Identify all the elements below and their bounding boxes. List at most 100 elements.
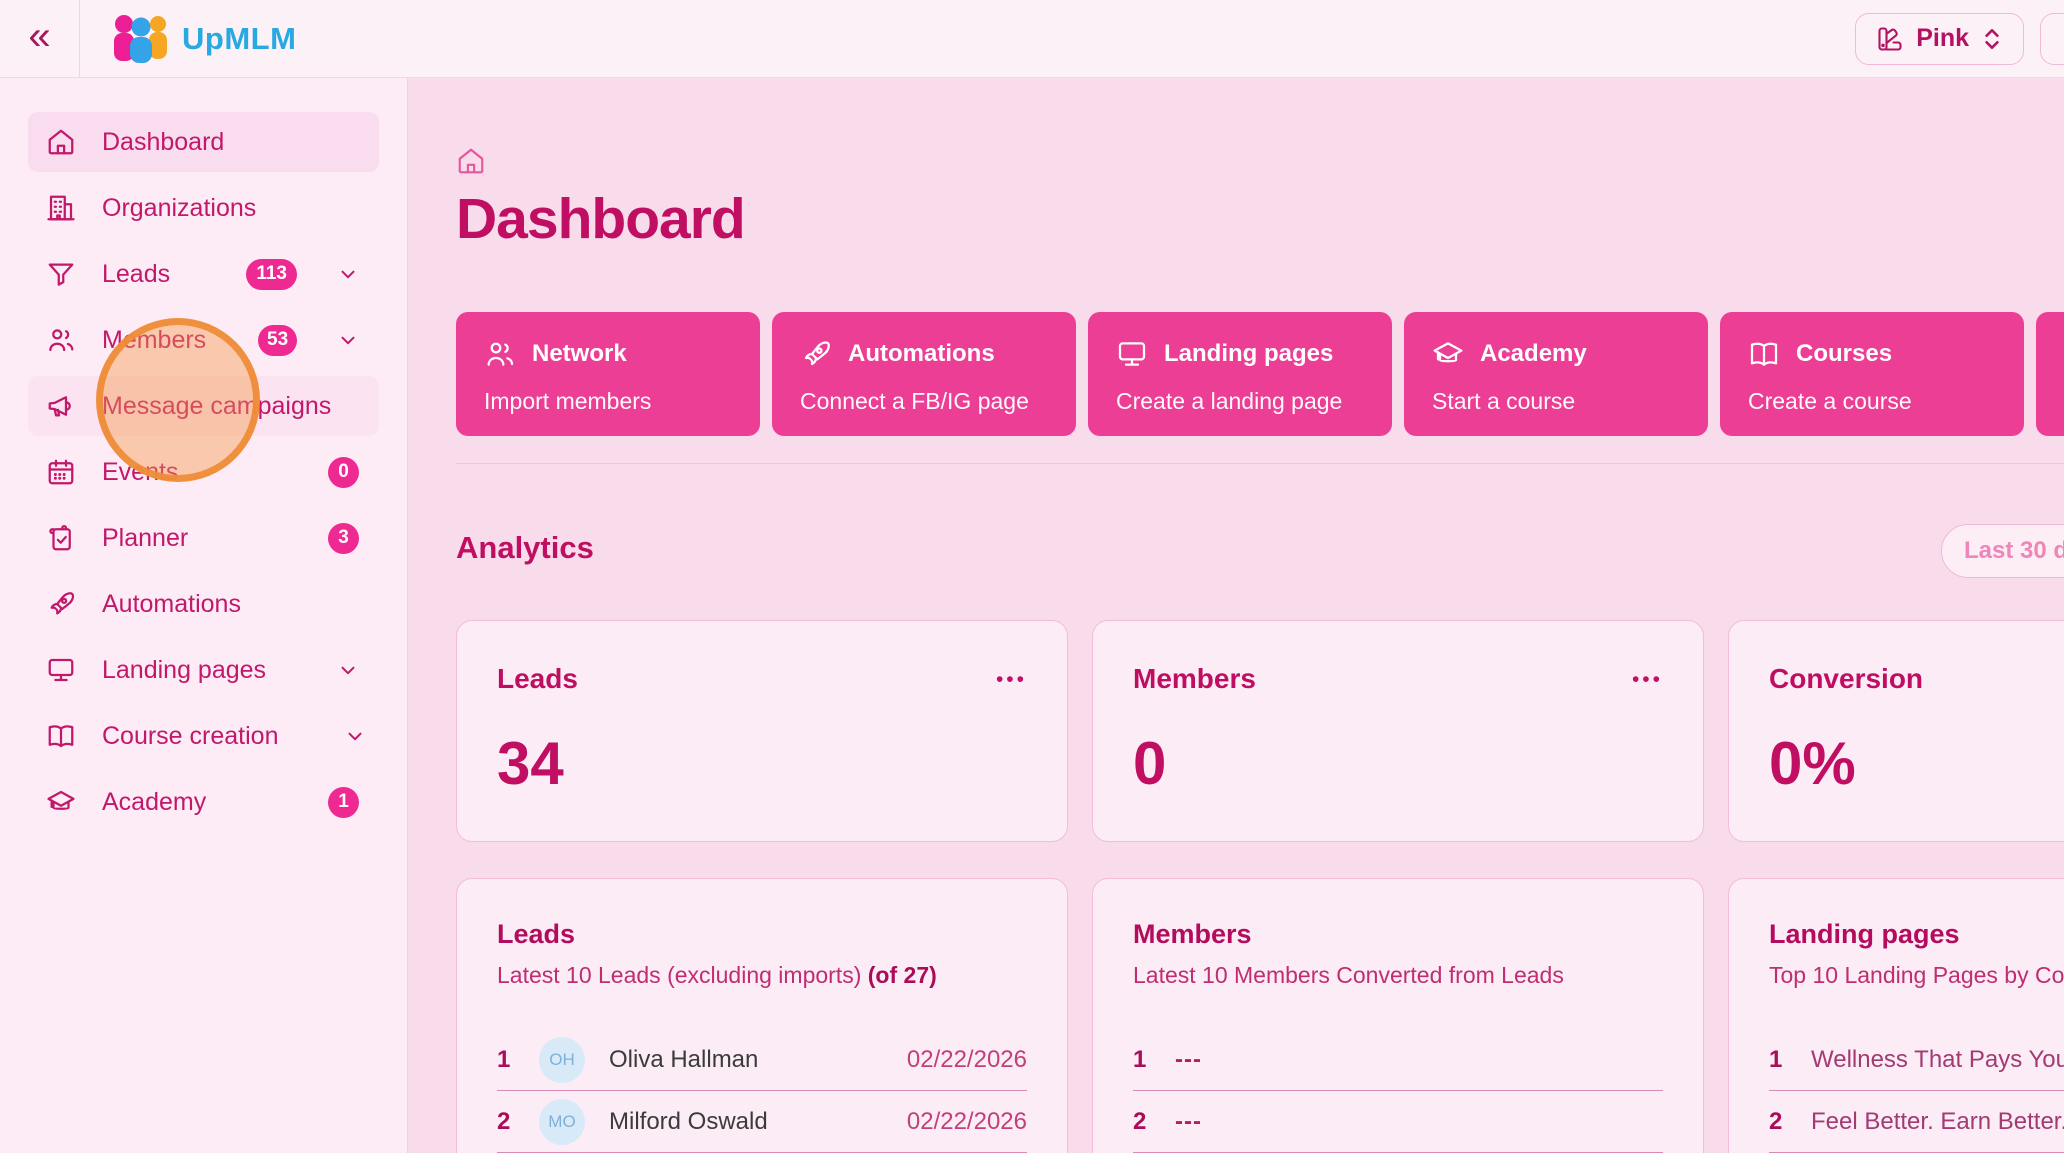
section-divider: [456, 463, 2064, 464]
sidebar-item-landing-pages[interactable]: Landing pages: [28, 640, 379, 700]
quick-action-subtitle: Start a course: [1432, 388, 1576, 414]
quick-action-subtitle: Create a landing page: [1116, 388, 1343, 414]
chevron-down-icon[interactable]: [344, 725, 366, 747]
sidebar-item-course-creation[interactable]: Course creation: [28, 706, 379, 766]
chevron-down-icon[interactable]: [337, 329, 359, 351]
megaphone-icon: [46, 391, 76, 421]
quick-action-title: Landing pages: [1164, 340, 1334, 367]
sidebar-item-label: Leads: [102, 259, 171, 288]
sidebar-item-dashboard[interactable]: Dashboard: [28, 112, 379, 172]
calendar-icon: [46, 457, 76, 487]
member-row[interactable]: 2 ---: [1133, 1091, 1663, 1153]
quick-action-network[interactable]: Network Import members: [456, 312, 760, 436]
funnel-icon: [46, 259, 76, 289]
stat-title: Conversion: [1769, 663, 1924, 694]
brand-people-icon: [110, 14, 172, 64]
events-count-badge: 0: [328, 456, 359, 488]
lead-row[interactable]: 2 MO Milford Oswald 02/22/2026: [497, 1091, 1027, 1153]
quick-action-title: Automations: [848, 340, 995, 367]
rocket-icon: [46, 589, 76, 619]
list-subtitle-count: (of 27): [867, 962, 937, 988]
quick-action-landing-pages[interactable]: Landing pages Create a landing page: [1088, 312, 1392, 436]
lead-row[interactable]: 1 OH Oliva Hallman 02/22/2026: [497, 1029, 1027, 1091]
row-rank: 2: [1133, 1107, 1147, 1135]
stat-value: 0%: [1769, 730, 1856, 797]
graduation-cap-icon: [1432, 338, 1464, 370]
sidebar-collapse-button[interactable]: «: [0, 0, 80, 77]
landing-page-name: Feel Better. Earn Better.: [1811, 1107, 2064, 1135]
sidebar-item-events[interactable]: Events 0: [28, 442, 379, 502]
chevron-down-icon[interactable]: [337, 659, 359, 681]
sidebar-item-label: Course creation: [102, 721, 279, 750]
brand-logo[interactable]: UpMLM: [110, 14, 296, 64]
breadcrumb-home-icon[interactable]: [456, 146, 486, 176]
theme-selector-label: Pink: [1916, 24, 1969, 52]
theme-selector-button[interactable]: Pink: [1855, 12, 2024, 65]
planner-count-badge: 3: [328, 522, 359, 554]
landing-page-row[interactable]: 1 Wellness That Pays You Back: [1769, 1029, 2064, 1091]
quick-action-card-partial[interactable]: [2036, 312, 2064, 436]
sidebar-item-label: Organizations: [102, 193, 257, 222]
list-card-leads: Leads Latest 10 Leads (excluding imports…: [456, 878, 1068, 1153]
list-subtitle: Top 10 Landing Pages by Convers: [1769, 962, 2064, 988]
chevron-down-icon[interactable]: [337, 263, 359, 285]
member-name: ---: [1175, 1045, 1202, 1073]
avatar: MO: [539, 1098, 585, 1145]
sidebar-item-automations[interactable]: Automations: [28, 574, 379, 634]
quick-action-academy[interactable]: Academy Start a course: [1404, 312, 1708, 436]
stat-card-members: Members ••• 0: [1092, 620, 1704, 842]
stat-title: Members: [1133, 663, 1256, 694]
sidebar-item-label: Members: [102, 325, 207, 354]
sidebar: Dashboard Organizations Leads 113: [0, 78, 408, 1153]
sidebar-item-leads[interactable]: Leads 113: [28, 244, 379, 304]
swatch-book-icon: [1876, 25, 1904, 53]
member-row[interactable]: 1 ---: [1133, 1029, 1663, 1091]
date-range-filter[interactable]: Last 30 days 01/2: [1941, 524, 2064, 578]
main-content: Dashboard Network Import members: [408, 78, 2064, 1153]
sidebar-item-label: Message campaigns: [102, 391, 332, 420]
row-rank: 1: [1769, 1045, 1783, 1073]
stat-value: 34: [497, 730, 564, 797]
graduation-cap-icon: [46, 787, 76, 817]
quick-action-title: Network: [532, 340, 627, 367]
quick-action-subtitle: Import members: [484, 388, 652, 414]
clipboard-check-icon: [46, 523, 76, 553]
list-subtitle: Latest 10 Leads (excluding imports): [497, 962, 868, 988]
sidebar-item-message-campaigns[interactable]: Message campaigns: [28, 376, 379, 436]
monitor-icon: [1116, 338, 1148, 370]
quick-action-automations[interactable]: Automations Connect a FB/IG page: [772, 312, 1076, 436]
rocket-icon: [800, 338, 832, 370]
stat-title: Leads: [497, 663, 578, 694]
sidebar-item-planner[interactable]: Planner 3: [28, 508, 379, 568]
stat-card-leads: Leads ••• 34: [456, 620, 1068, 842]
users-icon: [46, 325, 76, 355]
sidebar-item-label: Dashboard: [102, 127, 225, 156]
date-preset-label: Last 30 days: [1964, 537, 2064, 564]
home-icon: [46, 127, 76, 157]
list-title: Landing pages: [1769, 919, 1960, 949]
lists-row: Leads Latest 10 Leads (excluding imports…: [456, 878, 2064, 1153]
sidebar-item-organizations[interactable]: Organizations: [28, 178, 379, 238]
quick-action-courses[interactable]: Courses Create a course: [1720, 312, 2024, 436]
ellipsis-menu-icon[interactable]: •••: [995, 668, 1027, 691]
sidebar-item-academy[interactable]: Academy 1: [28, 772, 379, 832]
lead-date: 02/22/2026: [906, 1107, 1027, 1135]
chevron-up-down-icon: [1981, 26, 2003, 52]
book-open-icon: [1748, 338, 1780, 370]
list-card-landing-pages: Landing pages Top 10 Landing Pages by Co…: [1728, 878, 2064, 1153]
ellipsis-menu-icon[interactable]: •••: [1631, 668, 1663, 691]
topbar-button-partial[interactable]: [2040, 12, 2064, 65]
row-rank: 1: [1133, 1045, 1147, 1073]
leads-count-badge: 113: [246, 258, 297, 290]
brand-name: UpMLM: [182, 20, 297, 56]
stats-row: Leads ••• 34 Members ••• 0 Conversion 0%: [456, 620, 2064, 842]
list-subtitle: Latest 10 Members Converted from Leads: [1133, 962, 1564, 988]
landing-page-row[interactable]: 2 Feel Better. Earn Better.: [1769, 1091, 2064, 1153]
quick-action-subtitle: Create a course: [1748, 388, 1912, 414]
lead-name: Milford Oswald: [609, 1107, 768, 1135]
monitor-icon: [46, 655, 76, 685]
book-open-icon: [46, 721, 76, 751]
row-rank: 2: [497, 1107, 511, 1135]
sidebar-item-members[interactable]: Members 53: [28, 310, 379, 370]
lead-name: Oliva Hallman: [609, 1045, 759, 1073]
